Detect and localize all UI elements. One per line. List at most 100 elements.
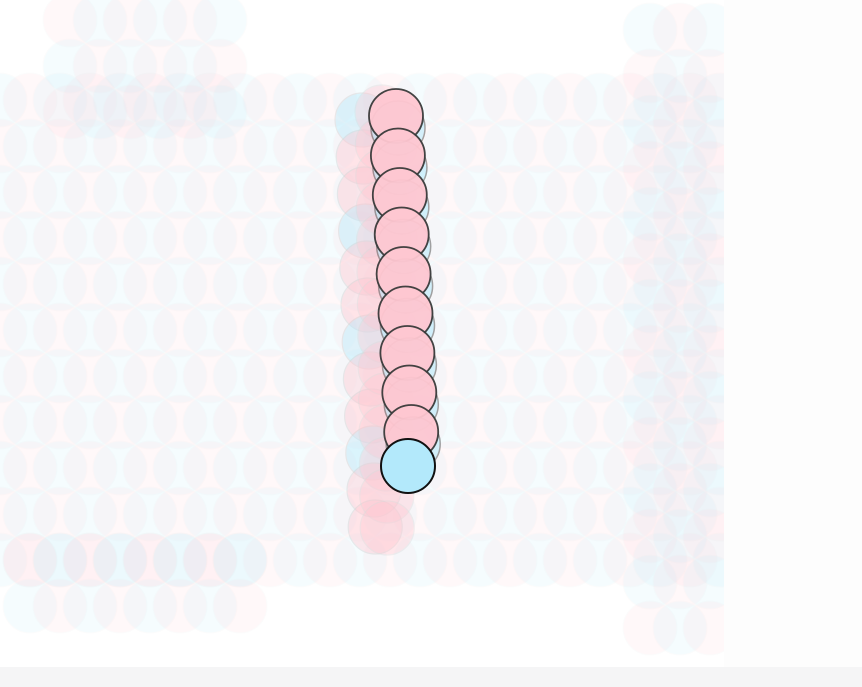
ghost-segment	[482, 486, 538, 542]
ghost-segment	[632, 532, 688, 588]
ghost-segment	[682, 324, 724, 380]
game-canvas[interactable]	[0, 0, 724, 667]
ghost-segment	[332, 486, 388, 542]
ghost-segment	[482, 302, 538, 358]
ghost-segment	[682, 140, 724, 196]
ghost-segment	[482, 256, 538, 312]
ghost-segment	[242, 440, 298, 496]
ghost-segment	[212, 532, 268, 588]
ghost-segment	[32, 440, 88, 496]
ghost-segment	[602, 532, 658, 588]
ghost-segment	[602, 486, 658, 542]
ghost-segment	[152, 532, 208, 588]
ghost-segment	[242, 486, 298, 542]
ghost-segment	[622, 2, 678, 58]
ghost-segment	[662, 256, 718, 312]
ghost-segment	[512, 302, 568, 358]
ghost-segment	[622, 600, 678, 656]
ghost-segment	[162, 0, 218, 48]
ghost-segment	[542, 164, 598, 220]
ghost-segment	[62, 532, 118, 588]
side-panel	[724, 0, 862, 667]
snake-head	[380, 438, 436, 494]
ghost-segment	[62, 256, 118, 312]
ghost-segment	[632, 164, 688, 220]
ghost-segment	[122, 486, 178, 542]
ghost-segment	[0, 440, 28, 496]
ghost-segment	[602, 164, 658, 220]
ghost-segment	[122, 118, 178, 174]
ghost-segment	[482, 532, 538, 588]
ghost-segment	[272, 256, 328, 312]
ghost-segment	[212, 486, 268, 542]
ghost-segment	[272, 440, 328, 496]
ghost-segment	[2, 256, 58, 312]
ghost-segment	[652, 186, 708, 242]
ghost-segment	[692, 440, 724, 496]
ghost-segment	[0, 486, 28, 542]
ghost-segment	[302, 486, 358, 542]
ghost-segment	[302, 302, 358, 358]
ghost-segment	[422, 72, 478, 128]
ghost-segment	[242, 72, 298, 128]
ghost-segment	[422, 532, 478, 588]
ghost-segment	[452, 348, 508, 404]
ghost-segment	[632, 302, 688, 358]
ghost-segment	[92, 578, 148, 634]
ghost-segment	[72, 38, 128, 94]
ghost-segment	[132, 38, 188, 94]
ghost-segment	[272, 210, 328, 266]
ghost-segment	[152, 440, 208, 496]
ghost-segment	[152, 394, 208, 450]
ghost-segment	[452, 72, 508, 128]
ghost-segment	[92, 302, 148, 358]
ghost-segment	[122, 440, 178, 496]
ghost-segment	[512, 164, 568, 220]
ghost-segment	[602, 118, 658, 174]
ghost-segment	[0, 118, 28, 174]
ghost-segment	[62, 348, 118, 404]
ghost-segment	[152, 210, 208, 266]
ghost-segment	[242, 164, 298, 220]
ghost-segment	[572, 164, 628, 220]
ghost-segment	[692, 210, 724, 266]
ghost-segment	[32, 348, 88, 404]
ghost-segment	[662, 394, 718, 450]
ghost-segment	[652, 278, 708, 334]
ghost-segment	[2, 118, 58, 174]
ghost-segment	[692, 394, 724, 450]
ghost-segment	[242, 210, 298, 266]
ghost-segment	[302, 72, 358, 128]
ghost-segment	[682, 370, 724, 426]
ghost-segment	[692, 72, 724, 128]
ghost-segment	[182, 72, 238, 128]
ghost-segment	[682, 278, 724, 334]
ghost-segment	[62, 394, 118, 450]
ghost-segment	[32, 164, 88, 220]
ghost-segment	[152, 164, 208, 220]
ghost-segment	[632, 210, 688, 266]
ghost-segment	[182, 164, 238, 220]
ghost-segment	[92, 486, 148, 542]
ghost-segment	[92, 118, 148, 174]
ghost-segment	[122, 302, 178, 358]
ghost-segment	[62, 440, 118, 496]
ghost-segment	[542, 72, 598, 128]
ghost-segment	[662, 72, 718, 128]
ghost-segment	[632, 348, 688, 404]
ghost-segment	[452, 532, 508, 588]
ghost-segment	[102, 0, 158, 48]
ghost-segment	[242, 256, 298, 312]
ghost-segment	[2, 210, 58, 266]
ghost-segment	[162, 84, 218, 140]
ghost-segment	[682, 94, 724, 150]
ghost-segment	[272, 532, 328, 588]
ghost-segment	[92, 532, 148, 588]
ghost-segment	[622, 140, 678, 196]
ghost-segment	[682, 48, 724, 104]
ghost-segment	[512, 394, 568, 450]
ghost-segment	[62, 486, 118, 542]
ghost-segment	[62, 302, 118, 358]
ghost-segment	[32, 532, 88, 588]
ghost-segment	[122, 532, 178, 588]
